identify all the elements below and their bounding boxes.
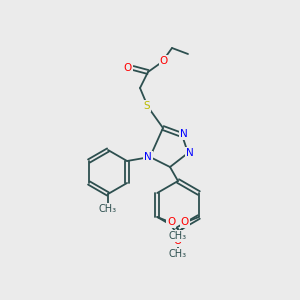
Text: CH₃: CH₃ — [169, 249, 187, 259]
Text: N: N — [180, 129, 188, 139]
Text: O: O — [167, 217, 175, 227]
Text: N: N — [186, 148, 194, 158]
Text: CH₃: CH₃ — [170, 231, 188, 241]
Text: CH₃: CH₃ — [99, 204, 117, 214]
Text: O: O — [160, 56, 168, 66]
Text: S: S — [144, 101, 150, 111]
Text: O: O — [181, 217, 189, 227]
Text: O: O — [124, 63, 132, 73]
Text: N: N — [144, 152, 152, 162]
Text: O: O — [174, 236, 182, 246]
Text: CH₃: CH₃ — [168, 231, 186, 241]
